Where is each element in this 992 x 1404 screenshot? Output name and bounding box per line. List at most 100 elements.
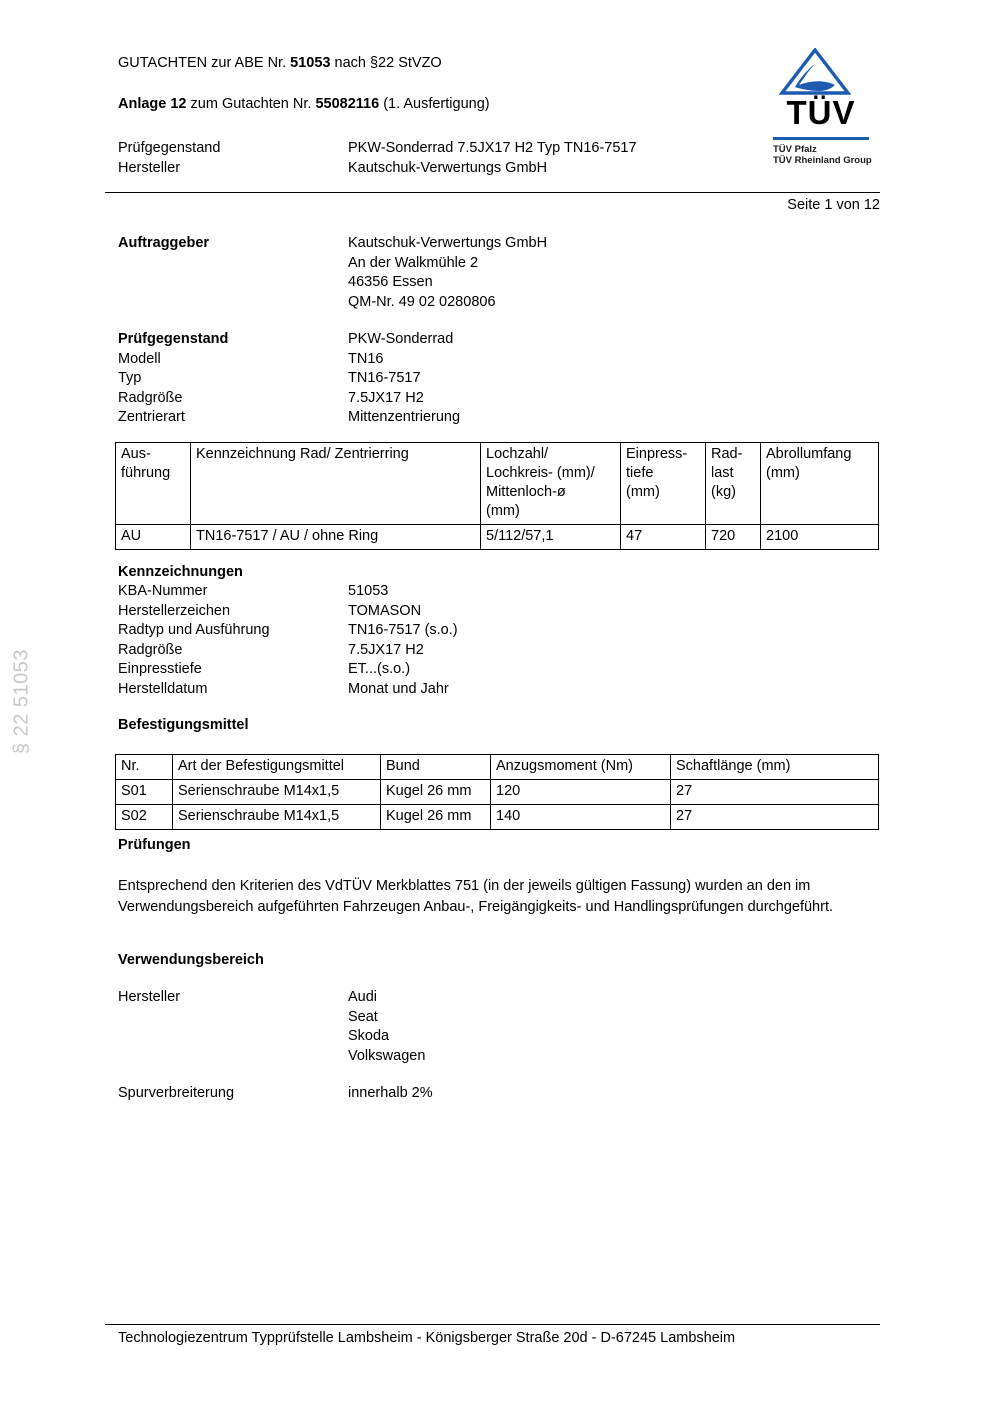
kennzeichnungen-row: Herstellerzeichen TOMASON (118, 602, 458, 622)
kennzeichnungen-label: Radgröße (118, 641, 183, 658)
kennzeichnungen-row: Radtyp und Ausführung TN16-7517 (s.o.) (118, 621, 458, 641)
cell-bund: Kugel 26 mm (380, 779, 491, 805)
kennzeichnungen-row: Radgröße 7.5JX17 H2 (118, 641, 458, 661)
verwendungsbereich-hersteller-block: Hersteller Audi Seat Skoda Volkswagen (118, 988, 425, 1066)
cell-nr: S02 (115, 804, 173, 830)
auftraggeber-block: Auftraggeber Kautschuk-Verwertungs GmbH … (118, 234, 547, 312)
pruefgegenstand-row: Prüfgegenstand PKW-Sonderrad (118, 330, 460, 350)
verwendungsbereich-row: Volkswagen (118, 1047, 425, 1067)
footer-text: Technologiezentrum Typprüfstelle Lambshe… (118, 1330, 736, 1346)
annex-label: Anlage 12 (118, 96, 187, 112)
cell-radlast: 720 (705, 524, 761, 550)
header-meta-row: Prüfgegenstand PKW-Sonderrad 7.5JX17 H2 … (118, 138, 818, 158)
auftraggeber-line: Kautschuk-Verwertungs GmbH (348, 235, 548, 251)
annex-suffix: (1. Ausfertigung) (379, 96, 490, 112)
table-row: S01 Serienschraube M14x1,5 Kugel 26 mm 1… (115, 779, 879, 805)
spacer (118, 1027, 348, 1047)
annex-mid: zum Gutachten Nr. (186, 96, 316, 112)
column-header-anzugsmoment: Anzugsmoment (Nm) (490, 754, 671, 780)
befestigungsmittel-title: Befestigungsmittel (118, 717, 249, 733)
auftraggeber-row: QM-Nr. 49 02 0280806 (118, 293, 547, 313)
pruefungen-title: Prüfungen (118, 837, 191, 853)
pruefgegenstand-label: Radgröße (118, 389, 183, 406)
pruefgegenstand-value: TN16 (348, 350, 384, 367)
header-meta-value: PKW-Sonderrad 7.5JX17 H2 Typ TN16-7517 (348, 140, 637, 156)
auftraggeber-title: Auftraggeber (118, 235, 210, 251)
pruefgegenstand-value: PKW-Sonderrad (348, 331, 454, 347)
column-header-einpresstiefe: Einpress- tiefe (mm) (620, 442, 706, 525)
pruefgegenstand-row: Modell TN16 (118, 350, 460, 370)
tuv-triangle-swoosh-icon (779, 48, 851, 95)
auftraggeber-row: 46356 Essen (118, 273, 547, 293)
spurverbreiterung-block: Spurverbreiterung innerhalb 2% (118, 1084, 433, 1104)
cell-schaftlaenge: 27 (670, 779, 879, 805)
pruefgegenstand-label: Prüfgegenstand (118, 331, 229, 347)
kennzeichnungen-value: Monat und Jahr (348, 680, 449, 697)
side-stamp-text: § 22 51053 (10, 648, 33, 755)
table-row: AU TN16-7517 / AU / ohne Ring 5/112/57,1… (115, 524, 879, 550)
cell-schaftlaenge: 27 (670, 804, 879, 830)
cell-anzugsmoment: 140 (490, 804, 671, 830)
column-header-radlast: Rad- last (kg) (705, 442, 761, 525)
cell-bund: Kugel 26 mm (380, 804, 491, 830)
column-header-nr: Nr. (115, 754, 173, 780)
title-prefix: GUTACHTEN zur ABE Nr. (118, 55, 291, 71)
annex-report-number: 55082116 (315, 96, 380, 112)
kennzeichnungen-value: 7.5JX17 H2 (348, 641, 424, 658)
tuv-subtitle: TÜV Pfalz TÜV Rheinland Group (773, 144, 872, 166)
header-meta-label: Prüfgegenstand (118, 140, 221, 156)
column-header-kennzeichnung: Kennzeichnung Rad/ Zentrierring (190, 442, 481, 525)
hersteller-value: Volkswagen (348, 1047, 426, 1064)
table-header-row: Aus- führung Kennzeichnung Rad/ Zentrier… (115, 442, 879, 525)
tuv-subtitle-line2: TÜV Rheinland Group (773, 155, 872, 166)
pruefgegenstand-value: TN16-7517 (348, 370, 421, 386)
header-meta-label: Hersteller (118, 160, 181, 176)
spacer (118, 273, 348, 293)
auftraggeber-line: QM-Nr. 49 02 0280806 (348, 293, 496, 310)
tuv-subtitle-line1: TÜV Pfalz (773, 144, 817, 155)
table-befestigungsmittel: Nr. Art der Befestigungsmittel Bund Anzu… (115, 754, 879, 830)
hersteller-value: Skoda (348, 1028, 390, 1044)
cell-einpresstiefe: 47 (620, 524, 706, 550)
table-header-row: Nr. Art der Befestigungsmittel Bund Anzu… (115, 754, 879, 780)
spacer (118, 1008, 348, 1028)
page-number: Seite 1 von 12 (787, 197, 880, 213)
kennzeichnungen-label: Herstelldatum (118, 680, 208, 697)
annex-line: Anlage 12 zum Gutachten Nr. 55082116 (1.… (118, 96, 490, 112)
auftraggeber-line: An der Walkmühle 2 (348, 254, 479, 271)
header-divider (105, 192, 880, 193)
pruefgegenstand-label: Modell (118, 350, 161, 367)
header-meta-row: Hersteller Kautschuk-Verwertungs GmbH (118, 158, 818, 178)
table-ausfuehrung: Aus- führung Kennzeichnung Rad/ Zentrier… (115, 442, 879, 550)
kennzeichnungen-row: Einpresstiefe ET...(s.o.) (118, 660, 458, 680)
verwendungsbereich-title: Verwendungsbereich (118, 952, 264, 968)
auftraggeber-line: 46356 Essen (348, 274, 433, 290)
header-meta-list: Prüfgegenstand PKW-Sonderrad 7.5JX17 H2 … (118, 138, 818, 178)
hersteller-value: Seat (348, 1008, 378, 1025)
hersteller-value: Audi (348, 989, 378, 1005)
pruefgegenstand-label: Typ (118, 370, 142, 386)
kennzeichnungen-value: TOMASON (348, 602, 422, 619)
column-header-art: Art der Befestigungsmittel (172, 754, 381, 780)
kennzeichnungen-label: KBA-Nummer (118, 583, 208, 599)
verwendungsbereich-row: Skoda (118, 1027, 425, 1047)
kennzeichnungen-value: 51053 (348, 583, 389, 599)
spurverbreiterung-value: innerhalb 2% (348, 1085, 433, 1101)
kennzeichnungen-block: Kennzeichnungen KBA-Nummer 51053 Herstel… (118, 562, 458, 699)
title-suffix: nach §22 StVZO (330, 55, 442, 71)
footer-divider (105, 1324, 880, 1325)
kennzeichnungen-row: KBA-Nummer 51053 (118, 582, 458, 602)
hersteller-label: Hersteller (118, 989, 181, 1005)
spacer (118, 1047, 348, 1067)
pruefgegenstand-block: Prüfgegenstand PKW-Sonderrad Modell TN16… (118, 330, 460, 428)
column-header-abrollumfang: Abrollumfang (mm) (760, 442, 879, 525)
cell-lochzahl: 5/112/57,1 (480, 524, 621, 550)
auftraggeber-row: An der Walkmühle 2 (118, 254, 547, 274)
cell-art: Serienschraube M14x1,5 (172, 804, 381, 830)
cell-kennzeichnung: TN16-7517 / AU / ohne Ring (190, 524, 481, 550)
spacer (118, 293, 348, 313)
pruefgegenstand-row: Zentrierart Mittenzentrierung (118, 408, 460, 428)
column-header-ausfuehrung: Aus- führung (115, 442, 191, 525)
kennzeichnungen-label: Einpresstiefe (118, 661, 202, 677)
